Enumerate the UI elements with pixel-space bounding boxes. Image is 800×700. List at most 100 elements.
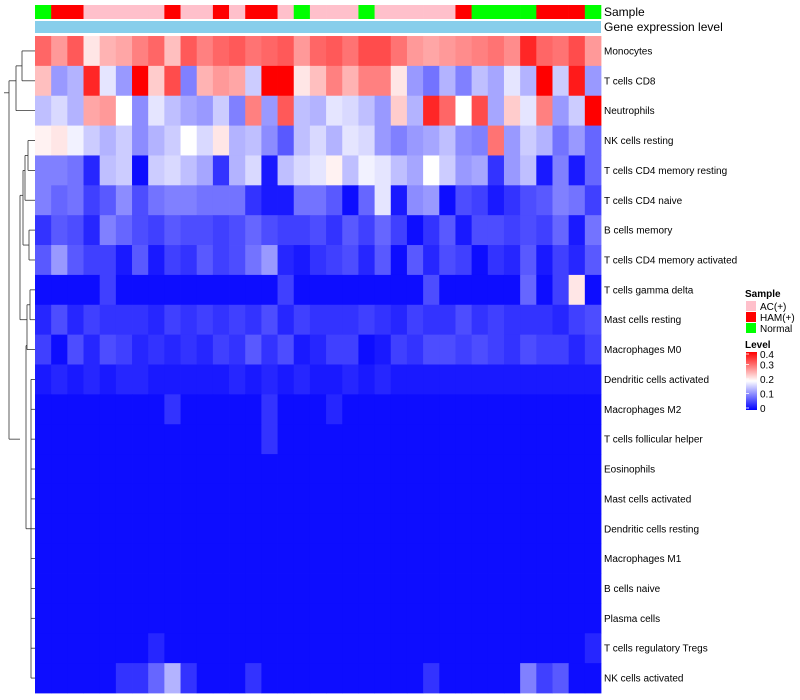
heatmap-cell [374,215,392,246]
row-label: Mast cells resting [604,315,681,326]
heatmap-cell [196,603,214,634]
heatmap-cell [374,125,392,156]
heatmap-cell [520,454,537,485]
heatmap-cell [148,663,165,694]
heatmap-cell [35,274,52,306]
heatmap-cell [358,245,375,276]
heatmap-cell [568,274,586,306]
heatmap-cell [503,65,521,97]
heatmap-cell [487,454,505,485]
heatmap-cell [503,155,521,186]
level-tick-label: 0.4 [760,350,774,361]
heatmap-cell [552,603,570,634]
sample-band-cell [503,5,521,19]
heatmap-cell [568,543,586,574]
heatmap-cell [439,633,456,664]
heatmap-cell [374,573,392,604]
heatmap-cell [520,155,537,186]
heatmap-cell [374,245,392,276]
heatmap-cell [229,65,246,97]
sample-band-cell [164,5,181,19]
heatmap-cell [51,513,68,545]
heatmap-cell [406,215,424,246]
heatmap-cell [245,364,262,395]
heatmap-cell [390,603,408,634]
heatmap-cell [326,304,343,336]
heatmap-cell [67,364,84,395]
heatmap-cell [115,513,133,545]
heatmap-cell [245,603,262,634]
heatmap-cell [358,185,375,216]
heatmap-cell [67,274,84,306]
heatmap-cell [374,364,392,395]
heatmap-cell [342,215,359,246]
heatmap-cell [390,215,408,246]
sample-annotation-band [35,5,602,19]
heatmap-cell [115,543,133,574]
heatmap-cell [568,394,586,425]
heatmap-cell [35,334,52,365]
heatmap-cell [229,633,246,664]
heatmap-cell [115,215,133,246]
heatmap-cell [35,513,52,545]
heatmap-cell [164,543,181,574]
heatmap-cell [423,603,440,634]
heatmap-cell [584,155,602,186]
sample-band-cell [520,5,537,19]
heatmap-cell [293,274,311,306]
heatmap-cell [374,95,392,126]
heatmap-cell [568,603,586,634]
row-label: Macrophages M1 [604,554,682,565]
row-label: B cells memory [604,226,672,237]
row-label: Plasma cells [604,614,660,625]
heatmap-cell [51,65,68,97]
heatmap-cell [51,454,68,485]
heatmap-cell [552,334,570,365]
heatmap-cell [406,185,424,216]
heatmap-cell [51,424,68,455]
heatmap-cell [99,364,117,395]
heatmap-cell [342,185,359,216]
sample-legend-swatch [746,312,756,322]
sample-legend-label: HAM(+) [760,313,795,324]
heatmap-cell [196,185,214,216]
heatmap-cell [552,364,570,395]
heatmap-cell [309,215,327,246]
heatmap-cell [132,155,149,186]
heatmap-cell [358,304,375,336]
heatmap-cell [293,155,311,186]
heatmap-cell [358,543,375,574]
heatmap-cell [309,274,327,306]
heatmap-cell [148,633,165,664]
heatmap-cell [552,513,570,545]
heatmap-cell [277,155,295,186]
heatmap-cell [358,633,375,664]
heatmap-cell [99,543,117,574]
heatmap-cell [309,155,327,186]
heatmap-cell [471,215,489,246]
heatmap-cell [51,125,68,156]
heatmap-cell [390,483,408,515]
heatmap-cell [245,424,262,455]
heatmap-cell [406,95,424,126]
heatmap-cell [277,364,295,395]
heatmap-cell [164,364,181,395]
heatmap-cell [229,543,246,574]
heatmap-cell [552,36,570,67]
heatmap-cell [293,513,311,545]
heatmap-cell [83,483,101,515]
heatmap-cell [99,454,117,485]
heatmap-cell [245,663,262,694]
heatmap-cell [374,543,392,574]
heatmap-cell [148,334,165,365]
heatmap-cell [180,274,198,306]
heatmap-cell [67,454,84,485]
heatmap-cell [115,573,133,604]
heatmap-cell [99,513,117,545]
heatmap-cell [536,215,553,246]
heatmap-cell [358,394,375,425]
heatmap-cell [503,274,521,306]
heatmap-cell [342,603,359,634]
level-tick-label: 0.3 [760,361,774,372]
